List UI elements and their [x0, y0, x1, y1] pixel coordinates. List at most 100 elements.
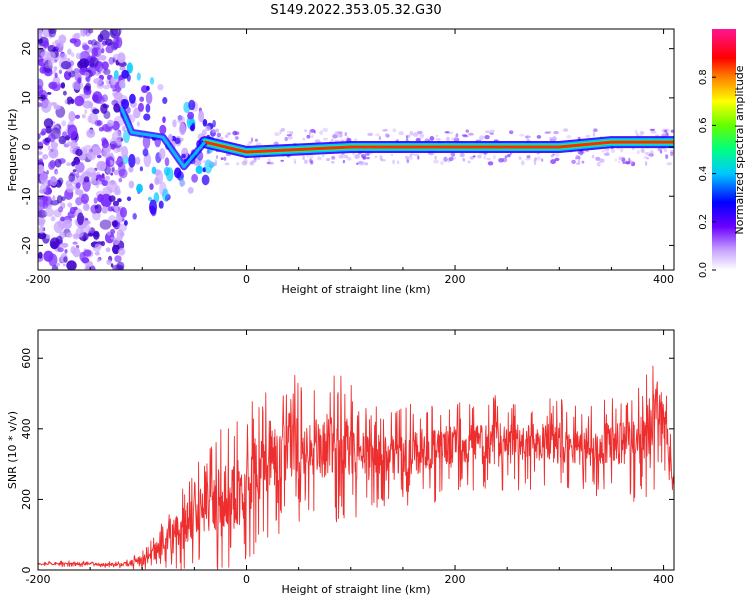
heatmap-noise-blob [39, 184, 47, 193]
heatmap-transition-blob [195, 165, 203, 174]
heatmap-transition-blob [201, 174, 210, 186]
heatmap-noise-blob [66, 96, 73, 102]
heatmap-noise-blob [101, 61, 109, 70]
heatmap-halo-blob [294, 161, 297, 164]
heatmap-halo-blob [405, 134, 411, 139]
heatmap-transition-blob [162, 188, 169, 202]
heatmap-noise-blob [49, 237, 60, 249]
heatmap-halo-blob [536, 135, 542, 139]
heatmap-transition-blob [139, 166, 143, 172]
colorbar-tick-label: 0.4 [698, 166, 709, 182]
heatmap-noise-blob [87, 232, 94, 237]
heatmap-halo-blob [465, 129, 469, 133]
heatmap-panel: -200 0 200 400 -20 -10 0 10 20 Height of straig… [6, 28, 675, 296]
heatmap-noise-blob [106, 180, 118, 193]
heatmap-transition-blob [198, 161, 202, 166]
heatmap-noise-blob [116, 229, 124, 241]
heatmap-noise-blob [61, 242, 69, 248]
heatmap-noise-blob [104, 175, 111, 181]
colorbar: 0.0 0.2 0.4 0.6 0.8 Normalized spectral ampl… [698, 29, 746, 278]
heatmap-noise-blob [50, 141, 58, 149]
heatmap-halo-blob [518, 156, 522, 160]
heatmap-halo-blob [310, 160, 314, 165]
heatmap-noise-blob [92, 230, 100, 240]
heatmap-noise-blob [96, 83, 104, 89]
heatmap-noise-blob [105, 247, 111, 252]
heatmap-halo-blob [375, 133, 380, 137]
heatmap-noise-blob [87, 261, 93, 267]
heatmap-noise-blob [74, 73, 82, 82]
heatmap-noise-blob [80, 29, 87, 37]
heatmap-noise-blob [82, 178, 91, 192]
heatmap-noise-blob [89, 56, 99, 68]
heatmap-halo-blob [225, 134, 229, 138]
heatmap-halo-blob [636, 132, 639, 137]
heatmap-noise-blob [96, 154, 102, 159]
heatmap-halo-blob [585, 134, 591, 138]
heatmap-noise-blob [108, 195, 116, 202]
heatmap-noise-blob [72, 241, 78, 245]
heatmap-noise-blob [67, 58, 70, 62]
heatmap-halo-blob [226, 132, 232, 135]
heatmap-noise-blob [67, 141, 72, 147]
heatmap-halo-blob [566, 135, 572, 139]
heatmap-halo-blob [550, 159, 556, 165]
heatmap-transition-blob [187, 187, 194, 194]
heatmap-halo-blob [555, 153, 560, 157]
heatmap-halo-blob [551, 136, 557, 142]
heatmap-halo-blob [461, 134, 468, 137]
heatmap-noise-blob [47, 92, 52, 95]
heatmap-halo-blob [254, 138, 258, 142]
heatmap-halo-blob [385, 133, 388, 138]
heatmap-halo-blob [536, 156, 541, 161]
heatmap-halo-blob [670, 129, 674, 133]
heatmap-halo-blob [596, 161, 601, 167]
heatmap-noise-blob [101, 140, 110, 149]
heatmap-noise-blob [116, 261, 125, 270]
heatmap-halo-blob [354, 154, 360, 159]
heatmap-ridge-core [203, 140, 674, 154]
heatmap-transition-blob [138, 102, 144, 112]
heatmap-halo-blob [639, 130, 645, 135]
heatmap-noise-blob [62, 90, 67, 96]
heatmap-halo-blob [331, 161, 335, 164]
heatmap-noise-blob [68, 173, 75, 182]
colorbar-ticks: 0.0 0.2 0.4 0.6 0.8 [698, 69, 716, 278]
heatmap-noise-blob [38, 251, 43, 259]
heatmap-halo-blob [435, 134, 439, 137]
heatmap-halo-blob [286, 134, 292, 137]
heatmap-transition-blob [122, 125, 126, 132]
heatmap-noise-blob [101, 206, 108, 214]
heatmap-halo-blob [646, 152, 650, 156]
heatmap-halo-blob [670, 149, 674, 154]
heatmap-halo-blob [575, 157, 579, 160]
heatmap-halo-blob [236, 162, 240, 166]
heatmap-noise-blob [74, 95, 85, 107]
snr-x-tick-label: 200 [445, 573, 466, 586]
heatmap-noise-blob [54, 158, 62, 168]
heatmap-noise-blob [53, 66, 58, 71]
heatmap-noise-blob [106, 119, 114, 127]
heatmap-noise-blob [99, 54, 107, 61]
heatmap-halo-blob [614, 158, 618, 162]
heatmap-halo-blob [593, 128, 598, 132]
heatmap-halo-blob [448, 156, 454, 162]
heatmap-halo-blob [459, 152, 465, 158]
heatmap-noise-blob [54, 72, 58, 79]
heatmap-noise-blob [60, 216, 65, 222]
heatmap-noise-blob [63, 256, 68, 263]
heatmap-halo-blob [450, 152, 456, 157]
heatmap-noise-blob [38, 226, 44, 234]
heatmap-noise-blob [92, 91, 103, 104]
heatmap-halo-blob [610, 148, 616, 154]
heatmap-noise-blob [75, 172, 80, 178]
heatmap-noise-blob [74, 114, 81, 119]
heatmap-halo-blob [255, 142, 262, 147]
snr-y-ticks: 0 200 400 600 [20, 348, 674, 574]
heatmap-noise-blob [57, 177, 64, 186]
snr-series-line [38, 365, 674, 570]
heatmap-halo-blob [489, 132, 494, 135]
heatmap-noise-blob [56, 262, 60, 267]
heatmap-noise-blob [48, 56, 54, 67]
